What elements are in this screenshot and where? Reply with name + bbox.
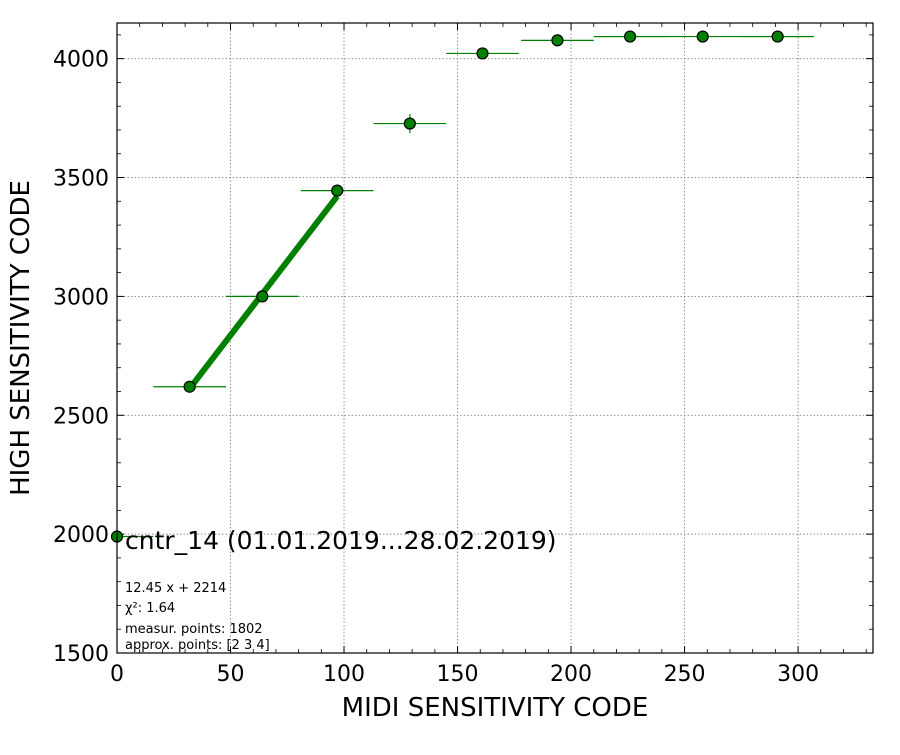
y-tick-labels: 1500 2000 2500 3000 3500 4000 — [53, 48, 109, 667]
chi-square: χ²: 1.64 — [125, 601, 175, 616]
y-tick-label: 2500 — [53, 404, 109, 429]
fit-equation: 12.45 x + 2214 — [125, 581, 226, 596]
y-tick-label: 4000 — [53, 48, 109, 73]
minor-ticks — [116, 23, 873, 654]
x-tick-label: 150 — [437, 662, 479, 687]
plot-background — [117, 23, 873, 653]
y-axis-label: HIGH SENSITIVITY CODE — [6, 180, 36, 496]
legend-label: cntr_14 (01.01.2019...28.02.2019) — [125, 526, 557, 555]
x-tick-label: 300 — [777, 662, 819, 687]
data-point — [623, 30, 637, 43]
measurement-points: measur. points: 1802 — [125, 622, 263, 637]
data-point — [476, 47, 489, 60]
data-point — [256, 290, 269, 303]
data-point — [403, 117, 416, 130]
y-tick-label: 1500 — [53, 642, 109, 667]
approx-points: approx. points: [2 3 4] — [125, 638, 270, 653]
y-tick-label: 2000 — [53, 523, 109, 548]
data-point — [771, 30, 784, 43]
x-axis-label: MIDI SENSITIVITY CODE — [342, 693, 649, 723]
x-tick-label: 50 — [217, 662, 245, 687]
data-point — [331, 184, 344, 197]
y-tick-label: 3500 — [53, 167, 109, 192]
x-tick-label: 200 — [550, 662, 592, 687]
data-point — [696, 30, 709, 43]
data-point — [551, 34, 564, 47]
x-tick-label: 100 — [323, 662, 365, 687]
data-point — [183, 380, 196, 393]
x-tick-label: 0 — [110, 662, 124, 687]
y-tick-label: 3000 — [53, 285, 109, 310]
x-tick-label: 250 — [664, 662, 706, 687]
plot-frame — [116, 22, 874, 654]
data-points — [110, 30, 784, 543]
x-tick-labels: 0 50 100 150 200 250 300 — [110, 662, 819, 687]
